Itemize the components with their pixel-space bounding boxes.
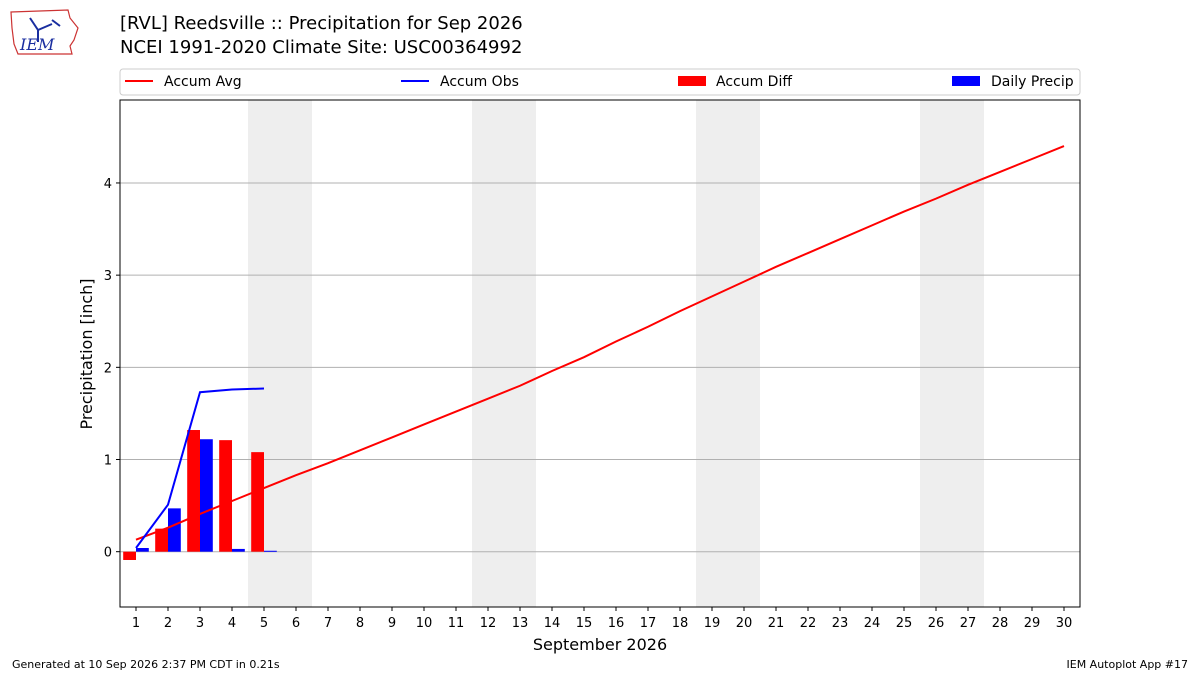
weather-station-icon	[29, 17, 61, 42]
legend-swatch-accum-diff	[678, 76, 706, 86]
x-tick-label: 4	[228, 616, 236, 631]
x-tick-label: 5	[260, 616, 268, 631]
accum-avg-line	[135, 145, 1065, 541]
x-tick-label: 25	[896, 616, 913, 631]
x-tick-label: 6	[292, 616, 300, 631]
x-tick-label: 30	[1056, 616, 1073, 631]
chart-title: [RVL] Reedsville :: Precipitation for Se…	[120, 13, 523, 34]
x-tick-label: 1	[132, 616, 140, 631]
x-tick-label: 12	[480, 616, 497, 631]
x-tick-label: 20	[736, 616, 753, 631]
x-tick-label: 28	[992, 616, 1009, 631]
daily-precip-bar	[264, 550, 277, 552]
y-tick-label: 3	[104, 269, 112, 284]
x-tick-label: 29	[1024, 616, 1041, 631]
x-tick-label: 19	[704, 616, 721, 631]
weekend-band	[696, 100, 760, 607]
y-axis-label: Precipitation [inch]	[77, 278, 96, 429]
x-tick-label: 2	[164, 616, 172, 631]
x-tick-label: 11	[448, 616, 465, 631]
footer-app: IEM Autoplot App #17	[1066, 658, 1189, 671]
daily-precip-bar	[136, 548, 149, 552]
y-tick-label: 2	[104, 361, 112, 376]
x-tick-label: 17	[640, 616, 657, 631]
iowa-outline	[10, 9, 79, 55]
x-tick-label: 9	[388, 616, 396, 631]
iem-logo: IEM	[10, 9, 79, 55]
daily-precip-bar	[232, 548, 245, 552]
legend-box	[119, 68, 1081, 96]
y-tick-label: 0	[104, 546, 112, 561]
x-tick-label: 23	[832, 616, 849, 631]
x-tick-label: 10	[416, 616, 433, 631]
weekend-band	[472, 100, 536, 607]
legend-label-accum-avg: Accum Avg	[164, 74, 242, 90]
legend-label-accum-obs: Accum Obs	[440, 74, 519, 90]
weekend-band	[920, 100, 984, 607]
x-tick-label: 7	[324, 616, 332, 631]
accum-diff-bar	[187, 430, 200, 552]
x-tick-label: 22	[800, 616, 817, 631]
x-tick-label: 26	[928, 616, 945, 631]
logo-text: IEM	[19, 35, 55, 54]
legend-label-accum-diff: Accum Diff	[716, 74, 792, 90]
x-tick-label: 8	[356, 616, 364, 631]
accum-diff-bar	[251, 452, 264, 552]
accum-diff-bar	[155, 528, 168, 552]
legend-swatch-daily-precip	[952, 76, 980, 86]
footer-generated: Generated at 10 Sep 2026 2:37 PM CDT in …	[12, 658, 280, 671]
legend: Accum Avg Accum Obs Accum Diff Daily Precip	[119, 68, 1081, 96]
x-tick-label: 24	[864, 616, 881, 631]
x-tick-label: 21	[768, 616, 785, 631]
x-tick-label: 3	[196, 616, 204, 631]
x-tick-label: 13	[512, 616, 529, 631]
daily-precip-bar	[200, 439, 213, 552]
y-tick-label: 4	[104, 177, 112, 192]
accum-obs-line	[135, 387, 265, 549]
x-tick-label: 27	[960, 616, 977, 631]
x-tick-label: 16	[608, 616, 625, 631]
x-tick-label: 18	[672, 616, 689, 631]
legend-label-daily-precip: Daily Precip	[991, 74, 1074, 90]
chart-subtitle: NCEI 1991-2020 Climate Site: USC00364992	[120, 37, 523, 58]
plot-frame	[119, 99, 1081, 608]
y-tick-label: 1	[104, 454, 112, 469]
x-tick-label: 14	[544, 616, 561, 631]
accum-diff-bar	[219, 440, 232, 552]
x-axis-label: September 2026	[533, 635, 667, 654]
accum-diff-bar	[123, 551, 136, 560]
daily-precip-bar	[168, 508, 181, 552]
x-tick-label: 15	[576, 616, 593, 631]
